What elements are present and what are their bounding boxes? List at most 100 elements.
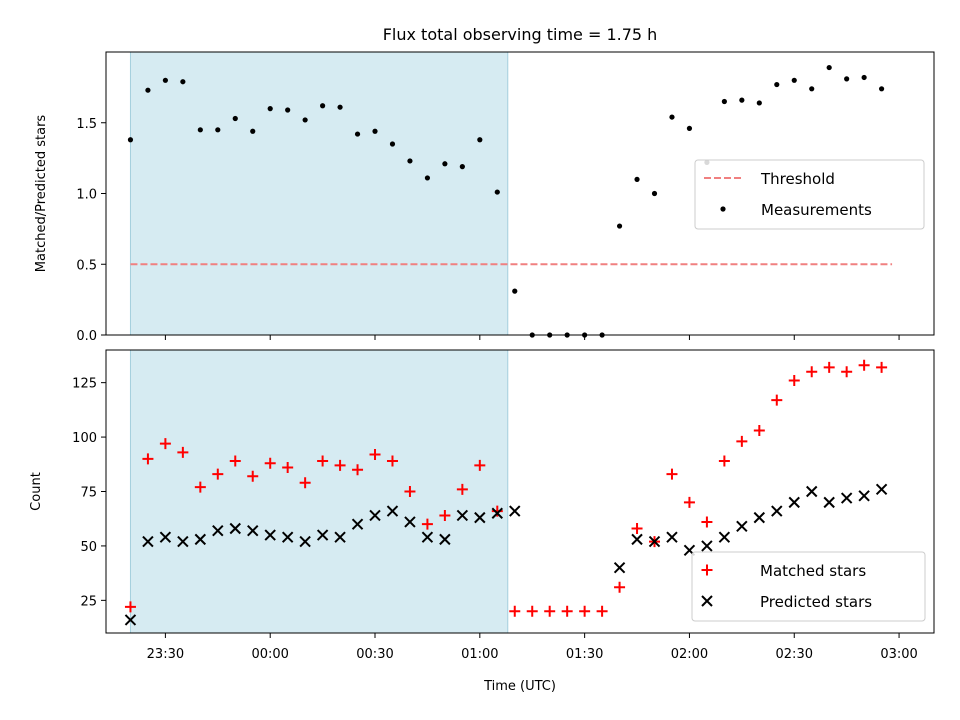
predicted-star-point — [439, 533, 451, 546]
measurement-point — [337, 104, 343, 110]
matched-star-point — [509, 605, 521, 617]
predicted-star-point — [736, 520, 748, 533]
matched-star-point — [474, 459, 486, 471]
shaded-interval — [129, 51, 509, 336]
measurement-point — [354, 131, 361, 137]
measurement-point — [389, 141, 396, 147]
measurement-point — [285, 107, 291, 113]
measurement-point — [250, 128, 256, 134]
measurement-point — [686, 125, 693, 132]
matched-star-point — [194, 481, 206, 493]
x-tick-label: 03:00 — [880, 647, 917, 662]
y-tick-label: 0.5 — [76, 258, 97, 273]
measurement-point — [372, 128, 378, 134]
legend: Threshold Measurements — [694, 159, 925, 230]
matched-star-point — [282, 462, 294, 474]
measurement-point — [774, 81, 780, 88]
measurement-point — [739, 97, 745, 103]
predicted-star-point — [194, 533, 207, 546]
x-axis-label: Time (UTC) — [483, 679, 556, 694]
measurement-point — [459, 164, 465, 170]
measurement-point — [424, 175, 431, 181]
measurement-point — [162, 77, 168, 83]
measurement-point — [494, 189, 500, 195]
legend-box — [694, 159, 925, 230]
matched-star-point — [876, 361, 888, 373]
legend-measurement-swatch — [720, 206, 726, 212]
legend-label: Matched stars — [760, 562, 866, 580]
shaded-interval — [129, 349, 509, 634]
measurement-point — [302, 117, 308, 123]
matched-star-point — [264, 457, 276, 469]
matched-star-point — [544, 605, 556, 617]
y-tick-label: 75 — [80, 486, 97, 501]
predicted-star-point — [386, 505, 399, 517]
predicted-star-point — [299, 535, 311, 548]
chart-title: Flux total observing time = 1.75 h — [383, 25, 658, 44]
matched-star-point — [841, 366, 853, 378]
measurement-point — [477, 137, 483, 143]
measurement-point — [878, 86, 885, 92]
measurement-point — [861, 74, 867, 81]
y-tick-label: 0.0 — [76, 329, 97, 344]
measurement-point — [180, 79, 186, 85]
matched-star-point — [666, 468, 678, 480]
predicted-star-point — [753, 511, 766, 524]
predicted-star-point — [858, 490, 870, 502]
predicted-star-point — [351, 518, 364, 530]
legend-label: Threshold — [760, 170, 835, 188]
predicted-star-point — [491, 507, 503, 519]
matched-star-point — [823, 361, 835, 373]
predicted-star-point — [177, 535, 189, 548]
predicted-star-point — [613, 561, 626, 574]
predicted-star-point — [648, 535, 661, 548]
matched-star-point — [212, 468, 224, 480]
predicted-star-point — [159, 531, 172, 543]
measurement-point — [267, 106, 273, 112]
predicted-star-point — [474, 511, 486, 524]
predicted-star-point — [124, 614, 137, 626]
measurement-point — [320, 103, 326, 109]
matched-star-point — [718, 455, 730, 467]
predicted-star-point — [823, 496, 835, 509]
measurement-point — [791, 77, 797, 83]
measurement-point — [721, 98, 727, 105]
predicted-star-point — [718, 531, 731, 543]
x-tick-label: 00:30 — [356, 647, 393, 662]
x-tick-label: 02:00 — [671, 647, 708, 662]
matched-star-point — [247, 470, 259, 482]
matched-star-point — [404, 486, 416, 497]
measurement-point — [826, 64, 832, 71]
predicted-star-point — [421, 531, 434, 543]
matched-star-point — [439, 509, 451, 521]
matched-star-point — [858, 359, 870, 371]
matched-star-point — [788, 374, 800, 386]
predicted-star-point — [142, 535, 154, 548]
matched-star-point — [491, 505, 503, 517]
y-tick-label: 50 — [80, 540, 97, 555]
matched-star-point — [124, 601, 136, 613]
predicted-star-point — [771, 505, 783, 517]
predicted-star-point — [264, 529, 276, 541]
y-tick-label: 1.5 — [76, 117, 97, 132]
x-tick-label: 01:00 — [461, 647, 498, 662]
y-tick-label: 125 — [72, 377, 97, 392]
matched-star-point — [683, 496, 695, 508]
y-axis-label: Count — [29, 472, 44, 511]
predicted-star-point — [316, 529, 329, 541]
predicted-star-point — [806, 485, 818, 498]
measurement-point — [145, 87, 151, 93]
matched-star-point — [177, 446, 189, 458]
predicted-star-point — [509, 505, 521, 517]
matched-star-point — [631, 523, 643, 535]
matched-star-point — [579, 605, 591, 617]
matched-star-point — [753, 425, 765, 437]
predicted-star-point — [247, 524, 259, 537]
matched-star-point — [352, 464, 364, 476]
matched-star-point — [229, 455, 241, 467]
matched-star-point — [526, 605, 538, 617]
predicted-star-point — [456, 509, 469, 522]
legend-box — [691, 551, 926, 622]
matched-star-point — [299, 477, 311, 489]
